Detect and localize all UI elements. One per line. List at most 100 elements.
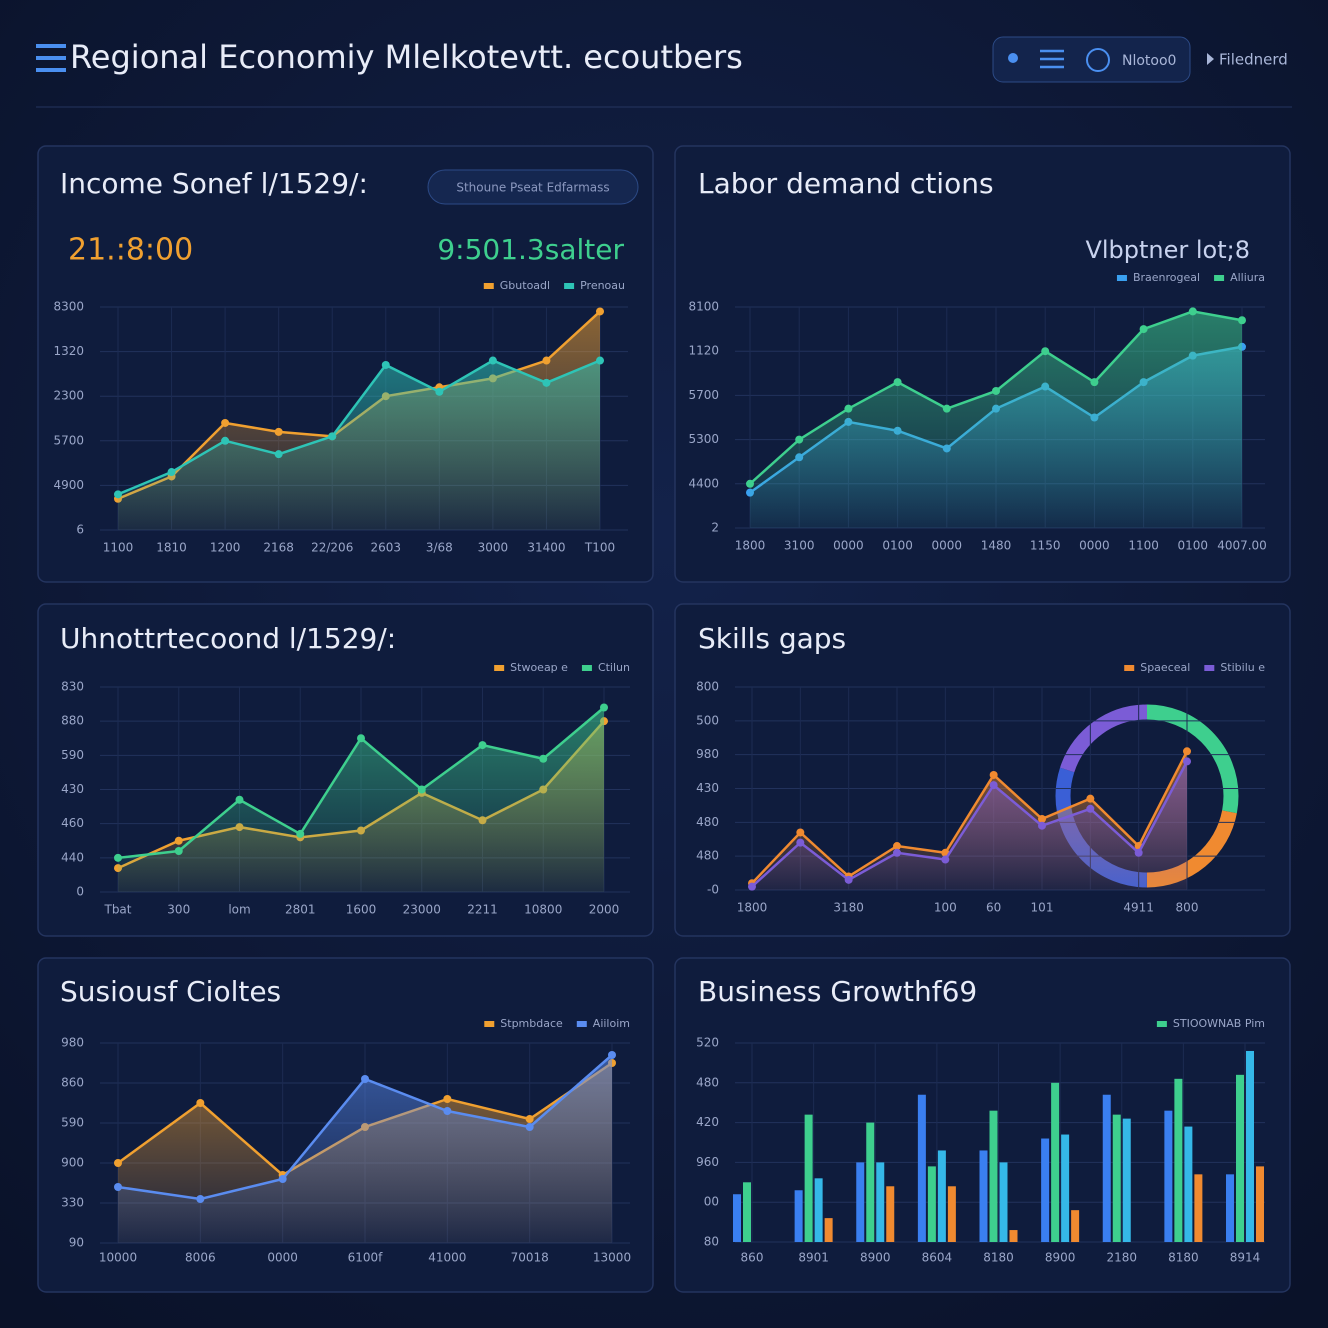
point — [1086, 794, 1095, 803]
chart-title: Susiousf Cioltes — [60, 975, 281, 1008]
x-tick-label: 10800 — [524, 903, 562, 917]
y-tick-label: 980 — [61, 1036, 84, 1050]
point — [196, 1099, 205, 1107]
filter-button-label[interactable]: Sthoune Pseat Edfarmass — [456, 181, 609, 195]
point — [114, 1183, 122, 1191]
y-tick-label: 590 — [61, 1116, 84, 1130]
area — [752, 761, 1187, 890]
chart-title: Skills gaps — [698, 622, 846, 655]
point — [478, 741, 487, 750]
point — [443, 1095, 452, 1103]
point — [357, 734, 365, 743]
bar — [876, 1162, 885, 1242]
legend-label: STIOOWNAB Pim — [1173, 1017, 1265, 1030]
x-tick-label: 60 — [986, 901, 1001, 915]
x-tick-label: 100 — [934, 901, 957, 915]
point — [443, 1107, 452, 1115]
y-tick-label: 460 — [61, 816, 84, 830]
bar — [917, 1094, 926, 1242]
area — [118, 360, 600, 530]
point — [893, 842, 901, 851]
point — [274, 450, 283, 459]
bar — [824, 1218, 833, 1242]
point — [942, 404, 951, 413]
x-tick-label: 0000 — [833, 539, 864, 553]
y-tick-label: 1120 — [688, 344, 719, 358]
point — [381, 360, 390, 369]
point — [1139, 325, 1148, 334]
area — [118, 1055, 612, 1243]
bar — [1102, 1094, 1111, 1242]
point — [748, 882, 756, 891]
legend-label: Aiiloim — [593, 1017, 630, 1030]
point — [296, 829, 305, 838]
point — [1134, 848, 1143, 857]
page-title: Regional Economiy Mlelkotevtt. ecoutbers — [70, 38, 743, 76]
menu-icon[interactable] — [36, 44, 66, 72]
legend-label: Stibilu e — [1220, 661, 1265, 674]
point — [1238, 316, 1246, 325]
chart-title: Uhnottrtecoond l/1529/: — [60, 622, 396, 655]
bar — [1236, 1074, 1244, 1242]
status-icon[interactable] — [1086, 48, 1110, 72]
panel — [674, 957, 1291, 1293]
x-tick-label: 2000 — [589, 903, 620, 917]
point — [1041, 347, 1050, 356]
bar — [1122, 1118, 1131, 1242]
y-tick-label: 590 — [61, 748, 84, 762]
y-tick-label: 430 — [696, 781, 719, 795]
legend-swatch — [1214, 275, 1225, 281]
point — [525, 1115, 534, 1123]
x-tick-label: 3180 — [833, 901, 864, 915]
chart-title: Income Sonef l/1529/: — [60, 167, 368, 200]
point — [1188, 307, 1197, 316]
x-tick-label: 1100 — [1128, 539, 1159, 553]
bar — [1112, 1114, 1121, 1242]
bar — [937, 1150, 946, 1242]
point — [221, 418, 230, 427]
point — [746, 479, 754, 488]
point — [235, 795, 244, 804]
point — [893, 848, 901, 857]
point — [844, 875, 853, 884]
bar — [1061, 1134, 1070, 1242]
x-tick-label: 0100 — [1178, 539, 1209, 553]
legend-label: Stpmbdace — [500, 1017, 563, 1030]
list-icon[interactable] — [1040, 49, 1064, 69]
x-tick-label: T100 — [584, 541, 615, 555]
point — [114, 853, 122, 862]
area — [750, 311, 1242, 528]
nav-label[interactable]: Nlotoo0 — [1122, 53, 1176, 69]
x-tick-label: 8914 — [1230, 1251, 1261, 1265]
headline-value: 9:501.3salter — [437, 233, 624, 266]
x-tick-label: 0000 — [932, 539, 963, 553]
area — [118, 707, 604, 892]
y-tick-label: 8300 — [53, 300, 84, 314]
point — [596, 307, 604, 316]
line — [117, 359, 601, 496]
point — [596, 356, 604, 365]
point — [167, 468, 176, 477]
bar — [743, 1182, 751, 1242]
y-tick-label: 4900 — [53, 478, 84, 492]
x-tick-label: 1200 — [210, 541, 241, 555]
bar — [733, 1194, 741, 1242]
x-tick-label: 800 — [1176, 901, 1199, 915]
x-tick-label: 8180 — [1168, 1251, 1199, 1265]
user-icon[interactable] — [1008, 53, 1018, 63]
y-tick-label: 5300 — [688, 432, 719, 446]
point — [196, 1195, 205, 1203]
legend-swatch — [576, 1021, 587, 1027]
nav-link[interactable]: Filednerd — [1219, 51, 1288, 69]
bar — [804, 1114, 813, 1242]
bar — [1009, 1230, 1018, 1242]
x-tick-label: 4007.00 — [1217, 539, 1267, 553]
bar — [947, 1186, 956, 1242]
point — [844, 404, 853, 413]
filter-button[interactable] — [427, 169, 639, 205]
y-tick-label: 4400 — [688, 476, 719, 490]
y-tick-label: 430 — [61, 782, 84, 796]
point — [361, 1075, 369, 1083]
y-tick-label: 480 — [696, 1075, 719, 1089]
x-tick-label: 3/68 — [426, 541, 453, 555]
